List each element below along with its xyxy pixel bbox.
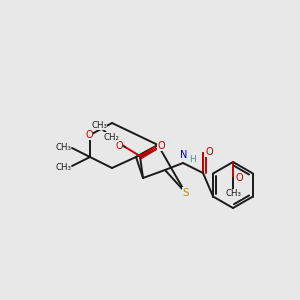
Text: N: N <box>180 150 188 160</box>
Text: CH₃: CH₃ <box>55 163 71 172</box>
Text: CH₂: CH₂ <box>103 133 119 142</box>
Text: CH₃: CH₃ <box>91 121 107 130</box>
Text: O: O <box>157 141 165 151</box>
Text: S: S <box>183 188 189 198</box>
Text: O: O <box>115 141 123 151</box>
Text: CH₃: CH₃ <box>55 142 71 152</box>
Text: O: O <box>235 173 243 183</box>
Text: O: O <box>205 147 213 157</box>
Text: H: H <box>189 154 195 164</box>
Text: O: O <box>85 130 93 140</box>
Text: CH₃: CH₃ <box>226 190 242 199</box>
